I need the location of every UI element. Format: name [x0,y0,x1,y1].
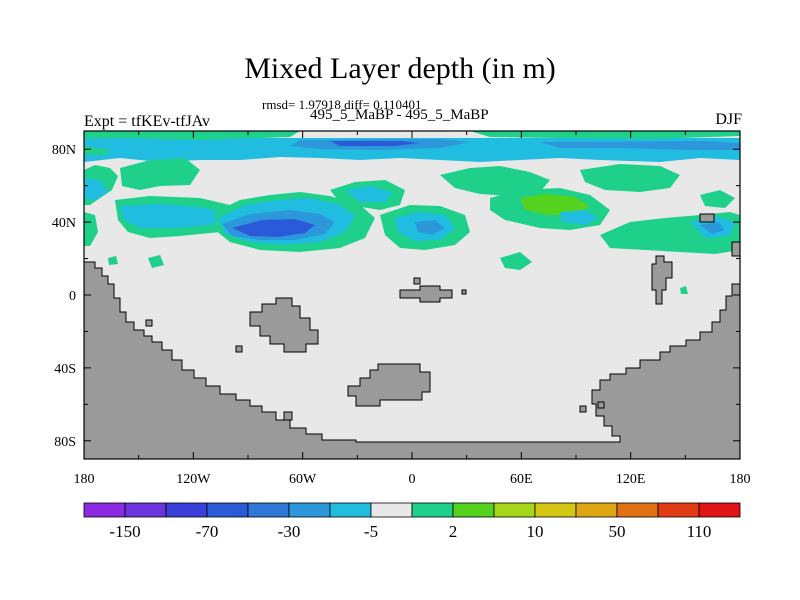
map-plot [84,131,740,459]
colorbar-swatch [657,502,700,518]
colorbar-swatch [247,502,290,518]
colorbar-swatch [206,502,249,518]
contour-green-subtropical [500,252,532,270]
land-small-islet-7 [461,289,467,295]
x-tick-label: 180 [730,472,751,487]
x-tick-label: 0 [409,472,416,487]
colorbar-label: -5 [364,522,378,541]
contour-green-polar-mid [470,131,740,139]
contour-green-polar-strip [84,146,110,156]
colorbar-label: -30 [278,522,301,541]
contour-brightgreen-asia-mid [520,194,590,215]
land-east-peninsula [651,255,673,305]
experiment-label: Expt = tfKEv-tfJAv [84,113,211,130]
contour-blue-atlantic-north [415,220,445,235]
contour-lightblue-asia-mid [560,210,598,225]
land-small-islet-3 [283,411,293,421]
contour-green-small-1 [148,255,164,268]
land-small-islet-5 [597,401,605,409]
colorbar-swatch [616,502,659,518]
season-label: DJF [715,111,742,128]
contour-green-east-patch [700,190,735,208]
contour-green-north-pacific [120,158,200,190]
land-masses [84,213,740,459]
contour-green-east-upper [580,164,680,192]
colorbar: -150 -70 -30 -5 2 10 50 110 [83,502,741,541]
x-tick-label: 120W [176,472,211,487]
colorbar-swatch [493,502,536,518]
colorbar-swatch [165,502,208,518]
x-tick-label: 60E [510,472,533,487]
contour-green-small-2 [108,256,118,265]
y-tick-label: 0 [69,289,76,304]
colorbar-label: 110 [687,522,712,541]
land-east-edge [731,241,740,257]
land-small-islet-6 [413,277,421,285]
contour-darkblue-polar [330,141,420,146]
y-tick-label: 40N [52,216,76,231]
land-small-islet-1 [145,319,153,327]
colorbar-swatch [288,502,331,518]
contour-darkblue-kuroshio [232,219,315,237]
x-tick-label: 180 [74,472,95,487]
land-small-islet-2 [235,345,243,353]
y-tick-label: 80N [52,143,76,158]
colorbar-swatch [370,502,413,518]
colorbar-swatch [83,502,126,518]
colorbar-swatch [411,502,454,518]
axis-ticks: 80N 40N 0 40S 80S 180 120W 60W 0 60E 120E 180 [52,131,751,487]
colorbar-swatch [452,502,495,518]
land-equatorial-island [399,285,453,303]
contour-lightblue-central [345,186,392,202]
colorbar-label: -150 [109,522,140,541]
colorbar-label: 10 [527,522,544,541]
contour-green-polar-west [84,131,300,140]
colorbar-swatch [575,502,618,518]
stats-subtitle: rmsd= 1.97918 diff= 0.110401 [262,97,422,112]
land-pacific-island [249,297,319,353]
colorbar-swatch [124,502,167,518]
colorbar-label: 50 [609,522,626,541]
colorbar-swatch [329,502,372,518]
land-atlantic-island [347,363,431,407]
x-tick-label: 120E [616,472,646,487]
contour-green-east-band [440,166,550,196]
y-tick-label: 80S [54,435,76,450]
contour-blue-polar-east [540,141,740,150]
contour-blue-east-spot [700,222,725,234]
contour-green-edge-west [84,212,98,246]
x-tick-label: 60W [289,472,317,487]
land-south-america [84,261,740,459]
contour-lightblue-west-pacific [84,178,108,200]
midlat-contours [84,158,740,294]
land-small-islet-4 [579,405,587,413]
polar-band [84,131,740,162]
runs-subtitle: 495_5_MaBP - 495_5_MaBP [310,107,489,123]
y-tick-label: 40S [54,362,76,377]
contour-lightblue-pacific-band [120,204,230,228]
land-east-stub [699,213,715,223]
colorbar-swatch [698,502,741,518]
colorbar-swatch [534,502,577,518]
colorbar-label: 2 [449,522,458,541]
contour-green-small-3 [680,286,688,294]
colorbar-label: -70 [196,522,219,541]
plot-title: Mixed Layer depth (in m) [244,52,556,85]
